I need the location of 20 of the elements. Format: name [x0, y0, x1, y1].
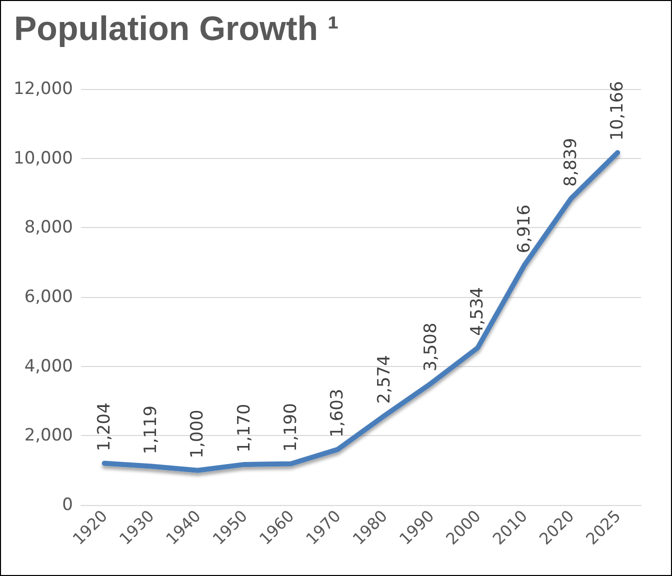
data-label: 10,166 — [608, 81, 628, 141]
data-label: 2,574 — [374, 355, 394, 404]
data-label: 1,170 — [234, 404, 254, 452]
y-tick-label: 6,000 — [24, 287, 73, 307]
data-label: 3,508 — [421, 322, 441, 372]
y-tick-label: 10,000 — [14, 148, 73, 168]
data-label: 4,534 — [468, 287, 488, 336]
chart-title: Population Growth ¹ — [14, 10, 339, 48]
data-label: 1,603 — [328, 388, 348, 438]
data-label: 1,119 — [141, 406, 161, 454]
y-tick-label: 8,000 — [24, 218, 73, 238]
data-label: 6,916 — [514, 204, 534, 254]
data-label: 1,000 — [188, 410, 208, 458]
data-label: 1,204 — [94, 402, 114, 452]
data-label: 1,190 — [281, 403, 301, 452]
data-label: 8,839 — [561, 138, 581, 187]
y-tick-label: 2,000 — [24, 426, 73, 446]
y-tick-label: 0 — [62, 495, 73, 515]
y-tick-label: 4,000 — [24, 356, 73, 376]
y-tick-label: 12,000 — [14, 79, 73, 99]
